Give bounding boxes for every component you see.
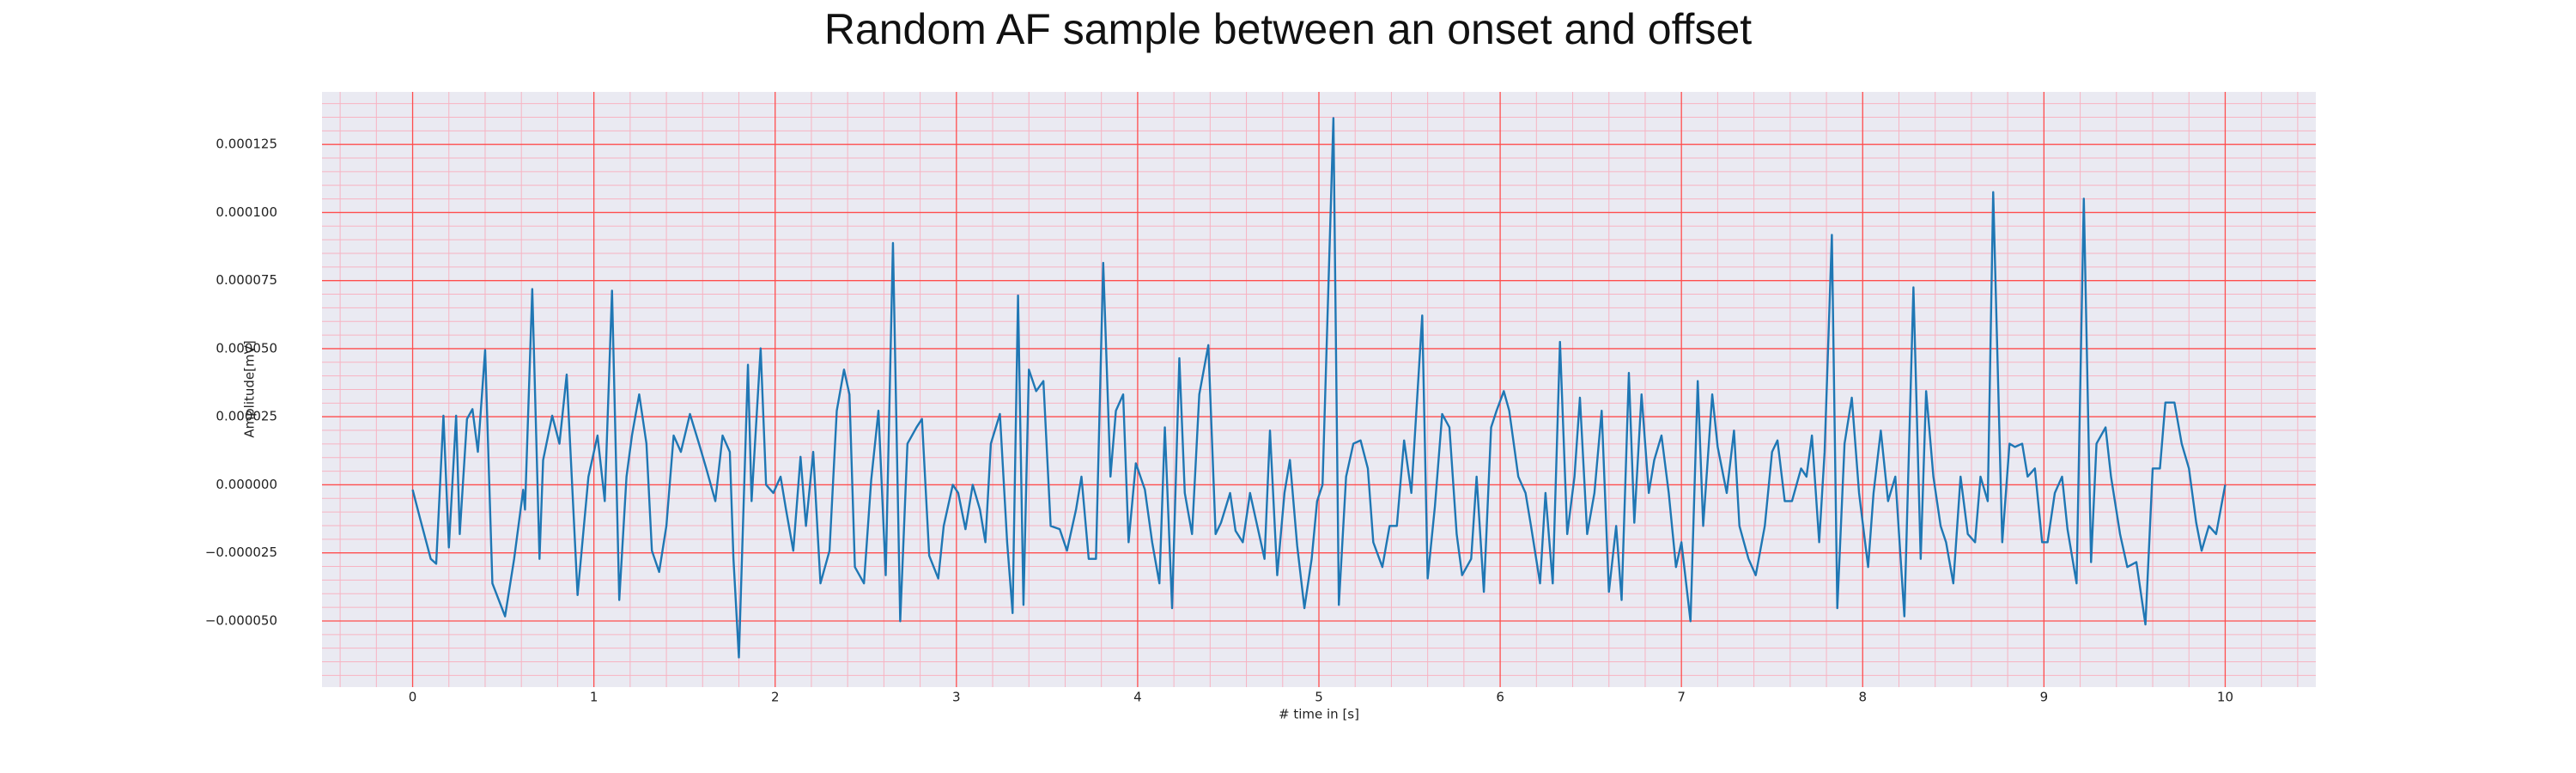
x-tick-label: 3 [952,690,961,705]
x-tick-label: 5 [1315,690,1323,705]
x-tick-label: 0 [409,690,417,705]
x-tick-label: 2 [771,690,780,705]
y-tick-label: 0.000100 [216,204,277,220]
y-tick-label: 0.000025 [216,409,277,424]
x-tick-label: 7 [1677,690,1686,705]
y-tick-label: 0.000125 [216,137,277,152]
y-tick-label: 0.000000 [216,477,277,492]
x-axis-label: # time in [s] [1279,707,1359,722]
x-tick-label: 6 [1496,690,1504,705]
x-tick-label: 10 [2217,690,2233,705]
y-axis-label: Amplitude[mV] [242,340,258,437]
x-tick-label: 4 [1133,690,1142,705]
signal-line [411,117,2227,659]
y-tick-label: 0.000050 [216,340,277,356]
x-tick-label: 1 [590,690,598,705]
x-tick-label: 8 [1858,690,1867,705]
chart-title: Random AF sample between an onset and of… [824,5,1752,53]
y-tick-label: −0.000025 [205,545,277,560]
y-tick-label: 0.000075 [216,272,277,288]
x-tick-label: 9 [2040,690,2049,705]
y-tick-label: −0.000050 [205,612,277,628]
